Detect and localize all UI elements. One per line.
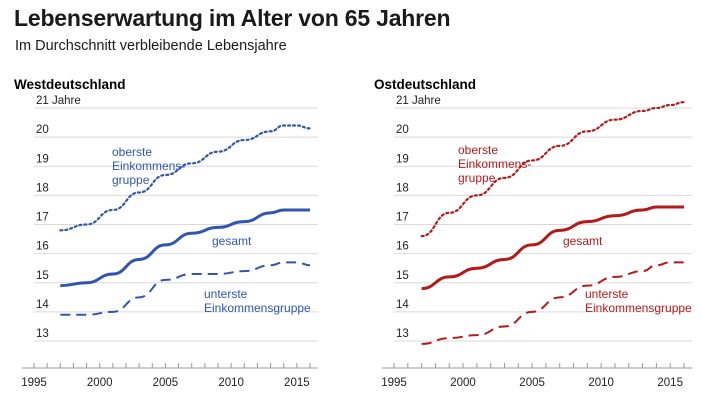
series-line-dashed <box>421 261 684 345</box>
series-label-line: Einkommensgruppe <box>204 301 311 315</box>
series-label: oberste Einkommens-gruppe <box>112 145 185 187</box>
y-tick-label: 18 <box>36 182 49 194</box>
y-tick-label: 18 <box>396 182 409 194</box>
y-tick-label: 16 <box>36 241 49 253</box>
y-tick-label: 17 <box>36 212 49 224</box>
panel-title: Westdeutschland <box>14 77 126 92</box>
series-label-line: oberste <box>458 143 498 157</box>
series-line-dotted <box>420 101 686 238</box>
series-label-line: gesamt <box>563 234 603 248</box>
x-tick-label: 2005 <box>153 377 179 389</box>
series-line-solid <box>421 205 684 291</box>
y-tick-label: 14 <box>396 299 409 311</box>
y-tick-label: 19 <box>36 153 49 165</box>
chart-panel-ost: Ostdeutschland 21 Jahre 20 19 18 17 16 15 14 13 19… <box>374 77 692 389</box>
series-label: gesamt <box>212 234 252 248</box>
series-line-solid <box>60 208 310 288</box>
series-label: oberste Einkommens-gruppe <box>458 143 531 185</box>
y-tick-label: 21 Jahre <box>36 95 81 107</box>
series-label-line: oberste <box>112 145 152 159</box>
x-tick-label: 2010 <box>218 377 244 389</box>
series-label: unterste Einkommensgruppe <box>585 287 692 315</box>
x-tick-label: 2000 <box>450 377 476 389</box>
x-tick-label: 2015 <box>284 377 310 389</box>
y-tick-label: 13 <box>36 328 49 340</box>
series-label-line: Einkommens- <box>112 159 185 173</box>
series-label-line: unterste <box>585 287 629 301</box>
y-tick-label: 21 Jahre <box>396 95 441 107</box>
y-tick-label: 15 <box>396 270 409 282</box>
chart-subtitle: Im Durchschnitt verbleibende Lebensjahre <box>15 38 287 54</box>
x-tick-label: 1995 <box>21 377 47 389</box>
y-tick-label: 20 <box>396 124 409 136</box>
series-label: gesamt <box>563 234 603 248</box>
y-tick-label: 17 <box>396 212 409 224</box>
y-tick-label: 13 <box>396 328 409 340</box>
y-tick-label: 14 <box>36 299 49 311</box>
x-tick-label: 1995 <box>381 377 407 389</box>
y-tick-label: 15 <box>36 270 49 282</box>
y-tick-label: 16 <box>396 241 409 253</box>
series-line-dashed <box>60 261 311 316</box>
series-line-dotted <box>59 124 312 232</box>
x-tick-label: 2005 <box>519 377 545 389</box>
series-label-line: gesamt <box>212 234 252 248</box>
chart-panel-west: Westdeutschland 21 Jahre 20 19 18 17 16 15 14 13 1… <box>14 77 318 389</box>
panel-title: Ostdeutschland <box>374 77 476 92</box>
series-label-line: Einkommensgruppe <box>585 301 692 315</box>
chart-title: Lebenserwartung im Alter von 65 Jahren <box>14 5 451 31</box>
x-tick-label: 2015 <box>657 377 683 389</box>
x-tick-label: 2000 <box>87 377 113 389</box>
series-label-line: Einkommens- <box>458 157 531 171</box>
series-label-line: unterste <box>204 287 248 301</box>
series-label: unterste Einkommensgruppe <box>204 287 311 315</box>
y-tick-label: 20 <box>36 124 49 136</box>
series-label-line: gruppe <box>112 173 150 187</box>
y-tick-label: 19 <box>396 153 409 165</box>
series-label-line: gruppe <box>458 171 496 185</box>
x-tick-label: 2010 <box>588 377 614 389</box>
